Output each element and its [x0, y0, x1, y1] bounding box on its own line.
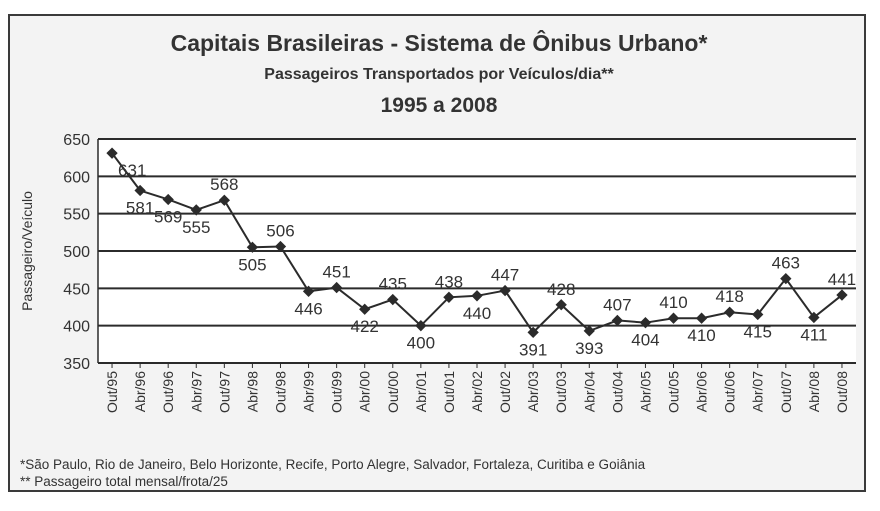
data-label: 446 — [294, 299, 322, 318]
data-point — [246, 241, 259, 253]
x-tick-label: Out/05 — [666, 371, 682, 413]
data-label: 438 — [435, 272, 463, 291]
x-tick-label: Abr/05 — [637, 371, 653, 412]
data-point — [415, 320, 427, 332]
data-label: 422 — [351, 317, 379, 336]
data-label: 581 — [126, 199, 154, 218]
data-label: 410 — [659, 293, 687, 312]
data-label: 407 — [603, 295, 631, 314]
data-label: 411 — [800, 325, 827, 344]
x-tick-label: Out/02 — [497, 371, 513, 413]
data-label: 428 — [547, 280, 575, 299]
x-tick-label: Abr/01 — [413, 371, 429, 412]
chart-period: 1995 a 2008 — [380, 94, 498, 117]
data-label: 555 — [182, 218, 210, 237]
x-tick-label: Abr/04 — [581, 371, 597, 412]
data-point — [555, 299, 567, 311]
x-tick-label: Abr/98 — [244, 371, 260, 412]
data-label: 415 — [744, 322, 772, 341]
data-point — [583, 325, 595, 337]
x-tick-label: Out/95 — [104, 371, 120, 413]
data-point — [639, 317, 652, 329]
data-point — [162, 193, 174, 206]
data-label: 451 — [322, 263, 350, 282]
data-point — [695, 312, 708, 324]
data-label: 440 — [463, 304, 491, 323]
data-label: 435 — [379, 275, 407, 294]
x-tick-label: Abr/08 — [806, 371, 822, 412]
data-label: 404 — [631, 331, 659, 350]
data-label: 441 — [828, 270, 856, 289]
y-tick-label: 550 — [63, 207, 90, 224]
data-label: 506 — [266, 222, 294, 241]
chart-frame: Capitais Brasileiras - Sistema de Ônibus… — [8, 14, 866, 492]
y-axis-label: Passageiro/Veículo — [19, 191, 35, 311]
x-tick-label: Abr/97 — [188, 371, 204, 412]
line-chart: 350 400 450 500 550 600 650 Passageiro/Veículo O… — [19, 132, 856, 413]
x-tick-label: Out/99 — [329, 371, 345, 413]
x-tick-label: Abr/02 — [469, 371, 485, 412]
data-label: 393 — [575, 339, 603, 358]
x-tick-label: Out/07 — [778, 371, 794, 413]
x-tick-label: Out/03 — [553, 371, 569, 413]
data-label: 568 — [210, 175, 238, 194]
data-point — [387, 293, 399, 306]
chart-subtitle: Passageiros Transportados por Veículos/d… — [264, 66, 614, 83]
x-tick-label: Out/04 — [609, 371, 625, 413]
data-point — [667, 312, 680, 324]
x-tick-label: Out/06 — [722, 371, 738, 413]
data-point — [611, 314, 624, 327]
y-tick-label: 350 — [63, 356, 90, 373]
y-tick-label: 450 — [63, 281, 90, 298]
x-tick-label: Abr/00 — [357, 371, 373, 412]
x-tick-label: Out/08 — [834, 371, 850, 413]
x-tick-label: Out/97 — [216, 371, 232, 413]
x-tick-label: Out/01 — [441, 371, 457, 413]
x-tick-label: Abr/96 — [132, 371, 148, 412]
data-point — [752, 308, 764, 321]
footnote-definition: ** Passageiro total mensal/frota/25 — [20, 474, 228, 489]
data-point — [780, 272, 792, 285]
data-label: 391 — [519, 340, 547, 359]
x-tick-label: Abr/03 — [525, 371, 541, 412]
data-point — [471, 290, 483, 302]
data-point — [274, 240, 287, 253]
data-label: 410 — [687, 326, 715, 345]
data-point — [808, 311, 820, 324]
data-point — [302, 285, 315, 297]
data-point — [330, 281, 343, 294]
x-tick-label: Abr/99 — [301, 371, 317, 412]
y-tick-label: 400 — [63, 319, 90, 336]
data-label: 400 — [407, 334, 435, 353]
data-label: 631 — [118, 161, 146, 180]
data-point — [190, 204, 202, 216]
data-point — [836, 289, 848, 301]
y-tick-label: 500 — [63, 244, 90, 261]
chart-title: Capitais Brasileiras - Sistema de Ônibus… — [170, 30, 708, 56]
data-point — [443, 291, 455, 303]
x-tick-label: Out/98 — [272, 371, 288, 413]
data-label: 569 — [154, 207, 182, 226]
data-point — [527, 326, 539, 339]
data-point — [724, 306, 736, 318]
y-tick-label: 650 — [63, 132, 90, 149]
x-tick-label: Abr/07 — [750, 371, 766, 412]
y-tick-label: 600 — [63, 169, 90, 186]
x-tick-label: Out/96 — [160, 371, 176, 413]
data-label: 447 — [491, 266, 519, 285]
data-label: 505 — [238, 255, 266, 274]
data-point — [499, 284, 511, 297]
x-tick-label: Out/00 — [385, 371, 401, 413]
footnote-cities: *São Paulo, Rio de Janeiro, Belo Horizon… — [20, 457, 646, 472]
data-point — [359, 303, 371, 315]
data-point — [218, 194, 230, 206]
x-tick-label: Abr/06 — [694, 371, 710, 412]
data-label: 463 — [772, 254, 800, 273]
data-label: 418 — [715, 287, 743, 306]
